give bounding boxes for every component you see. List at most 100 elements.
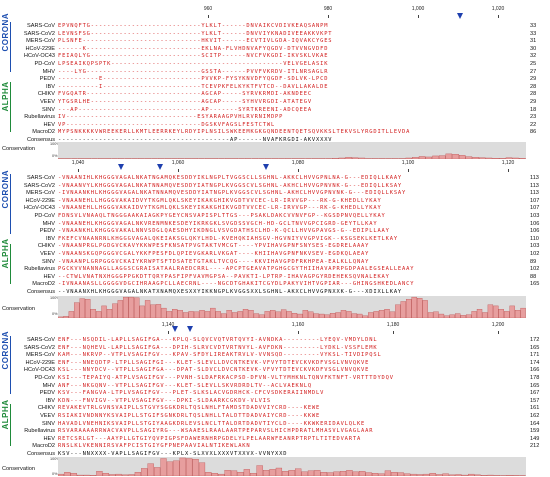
conservation-bar [269, 469, 276, 476]
conservation-bar [318, 158, 326, 159]
sequence-position: 166 [530, 367, 540, 374]
sequence-row: VEEV -VNAANSKGQPGGGVCGALYKKFPESFDLQPIEVGK… [0, 250, 550, 258]
conservation-bar [412, 157, 419, 159]
conservation-bar [500, 475, 507, 476]
sequence-row: MacroD2 MYPSNKKKKVWREEKERLLKMTLEERRKEYLRD… [0, 128, 550, 136]
conservation-bar [238, 158, 245, 159]
conservation-bar [97, 158, 105, 159]
sequence-position: 167 [530, 390, 540, 397]
conservation-bar [286, 311, 292, 318]
consensus-label: Consensus [27, 137, 55, 143]
sequence-row: PEDV ----------E------------------------P… [0, 75, 550, 83]
consensus-residues: ----------------------------------------… [58, 137, 333, 143]
consensus-row: Consensus KSV---NNXXXX-VAPLLSAGIFGV---KPL… [0, 450, 550, 458]
sequence-residues: FEIAQLYG---------------------------SCITP… [58, 53, 329, 60]
conservation-bar [264, 311, 270, 318]
conservation-bar [226, 310, 232, 318]
conservation-bar [471, 311, 477, 318]
sequence-position: 162 [530, 413, 540, 419]
sequence-residues: -VNAANEHLKHGGGVAGALNKVRENMNKESDEYIKRKGKL… [58, 220, 378, 227]
conservation-bar [242, 309, 249, 318]
conservation-title: Conservation [2, 466, 35, 472]
conservation-bar [198, 158, 205, 159]
alignment-block-3: 1,140 1,160 1,180 1,200 CORONA ALPHA SAR… [0, 322, 550, 477]
conservation-bar [319, 313, 325, 318]
conservation-bar [333, 471, 340, 476]
sequence-residues: VP---------------------------------DGSKV… [58, 121, 276, 128]
conservation-bar [271, 158, 279, 159]
sequence-position: 28 [530, 83, 537, 90]
conservation-bar [211, 158, 219, 159]
sequence-residues: -IVNAANASLLGGGGVDGCIHRAAGPCLLAECRNL----N… [58, 281, 415, 288]
conservation-bar [198, 462, 206, 476]
sequence-name: HEV [43, 121, 55, 128]
conservation-bar [250, 472, 257, 476]
conservation-bar [224, 158, 232, 159]
conservation-bar [71, 158, 78, 159]
sequence-residues: LPSEAIKQPSPTK---------------------------… [58, 61, 329, 67]
conservation-bar [84, 158, 92, 159]
sequence-residues: RSIAKIVNDNNYKSVAIPLLSTGIFSGNKDRLTQSLNHLL… [58, 413, 321, 419]
ruler-tick [78, 169, 79, 172]
ruler-label: 1,040 [71, 160, 85, 166]
ruler-tick [408, 169, 409, 172]
sequence-position: 164 [530, 420, 540, 427]
conservation-chart [58, 296, 526, 318]
corona-group-bracket: CORONA [1, 170, 11, 234]
sequence-position: 31 [530, 38, 537, 45]
conservation-bar [371, 472, 379, 476]
conservation-bar [128, 296, 134, 318]
conservation-bar [365, 472, 372, 476]
conservation-bar [505, 157, 513, 159]
sequence-name: MHV [42, 382, 55, 389]
sequence-residues: ---AP------------------------------AP---… [58, 106, 312, 113]
sequence-row: CHIKV FVGQATR----------------------------… [0, 90, 550, 98]
sequence-name: PD-CoV [34, 61, 55, 67]
sequence-name: VEEV [40, 251, 55, 257]
alignment-block-1: 960 980 1,000 1,020 CORONA ALPHA SARS-Co… [0, 0, 550, 160]
sequence-row: SARS-CoV -VNAANIHLKHGGGVAGALNKATNGAMQKESD… [0, 174, 550, 182]
sequence-name: SINV [41, 258, 55, 265]
conservation-bar [320, 472, 327, 476]
sequence-residues: IV--------------------------------ESYARA… [58, 114, 284, 121]
conservation-bar [493, 305, 499, 318]
conservation-bar [106, 309, 113, 318]
conservation-bar [365, 158, 372, 159]
sequence-position: 27 [530, 68, 537, 75]
sequence-residues: REVAKEVTRLGVNSVAIPLLSTGVYSGGKDRLTQSLNHLF… [58, 405, 321, 412]
alpha-group-bracket: ALPHA [1, 238, 11, 284]
conservation-bar [58, 316, 64, 318]
conservation-bar [474, 474, 481, 476]
conservation-bar [58, 473, 65, 476]
conservation-bar [395, 304, 401, 318]
sequence-residues: RETCSRLGT---AAYPLLGTGIYQVPIGPSFDAWERNHRP… [58, 435, 362, 442]
conservation-bar [378, 310, 385, 318]
conservation-bar [391, 472, 398, 476]
sequence-name: HCoV-229E [25, 45, 55, 52]
ruler-label: 960 [203, 6, 213, 12]
conservation-bar [258, 158, 265, 159]
sequence-residues: PGCKVVNANNAGLLAGGSCGRAISATAALRAEDCRRL---… [58, 266, 415, 273]
conservation-bar [335, 312, 341, 318]
ruler-tick [178, 169, 179, 172]
conservation-bar [506, 475, 513, 476]
sequence-residues: YTGSRLHE---------------------------AGCAP… [58, 99, 312, 105]
sequence-residues: MYPSNKKKKVWREEKERLLKMTLEERRKEYLRDYIPLNSI… [58, 129, 411, 136]
sequence-position: 113 [530, 182, 539, 189]
sequence-position: 159 [530, 428, 540, 435]
sequence-name: PEDV [39, 390, 55, 397]
sequence-name: Rubellavirus [24, 428, 55, 435]
sequence-name: HCoV-OC43 [23, 53, 55, 60]
alpha-group-bracket: ALPHA [1, 81, 11, 132]
sequence-row: MERS-CoV KAM---NKRVP--VTPLVSAGIFGV---KPAV… [0, 351, 550, 359]
conservation-bar [512, 157, 519, 159]
conservation-bar [325, 158, 332, 159]
sequence-name: MERS-CoV [26, 190, 55, 197]
conservation-bars [58, 153, 526, 159]
conservation-bar [172, 309, 178, 318]
conservation-bar [509, 305, 515, 318]
consensus-residues: --VNAANXHLKHGGGVAGALNKATXNAMQXESXXYIKKNG… [58, 289, 403, 295]
conservation-chart [58, 142, 526, 159]
sequence-name: SARS-CoV [27, 23, 55, 29]
position-ruler: 1,140 1,160 1,180 1,200 [58, 322, 526, 334]
